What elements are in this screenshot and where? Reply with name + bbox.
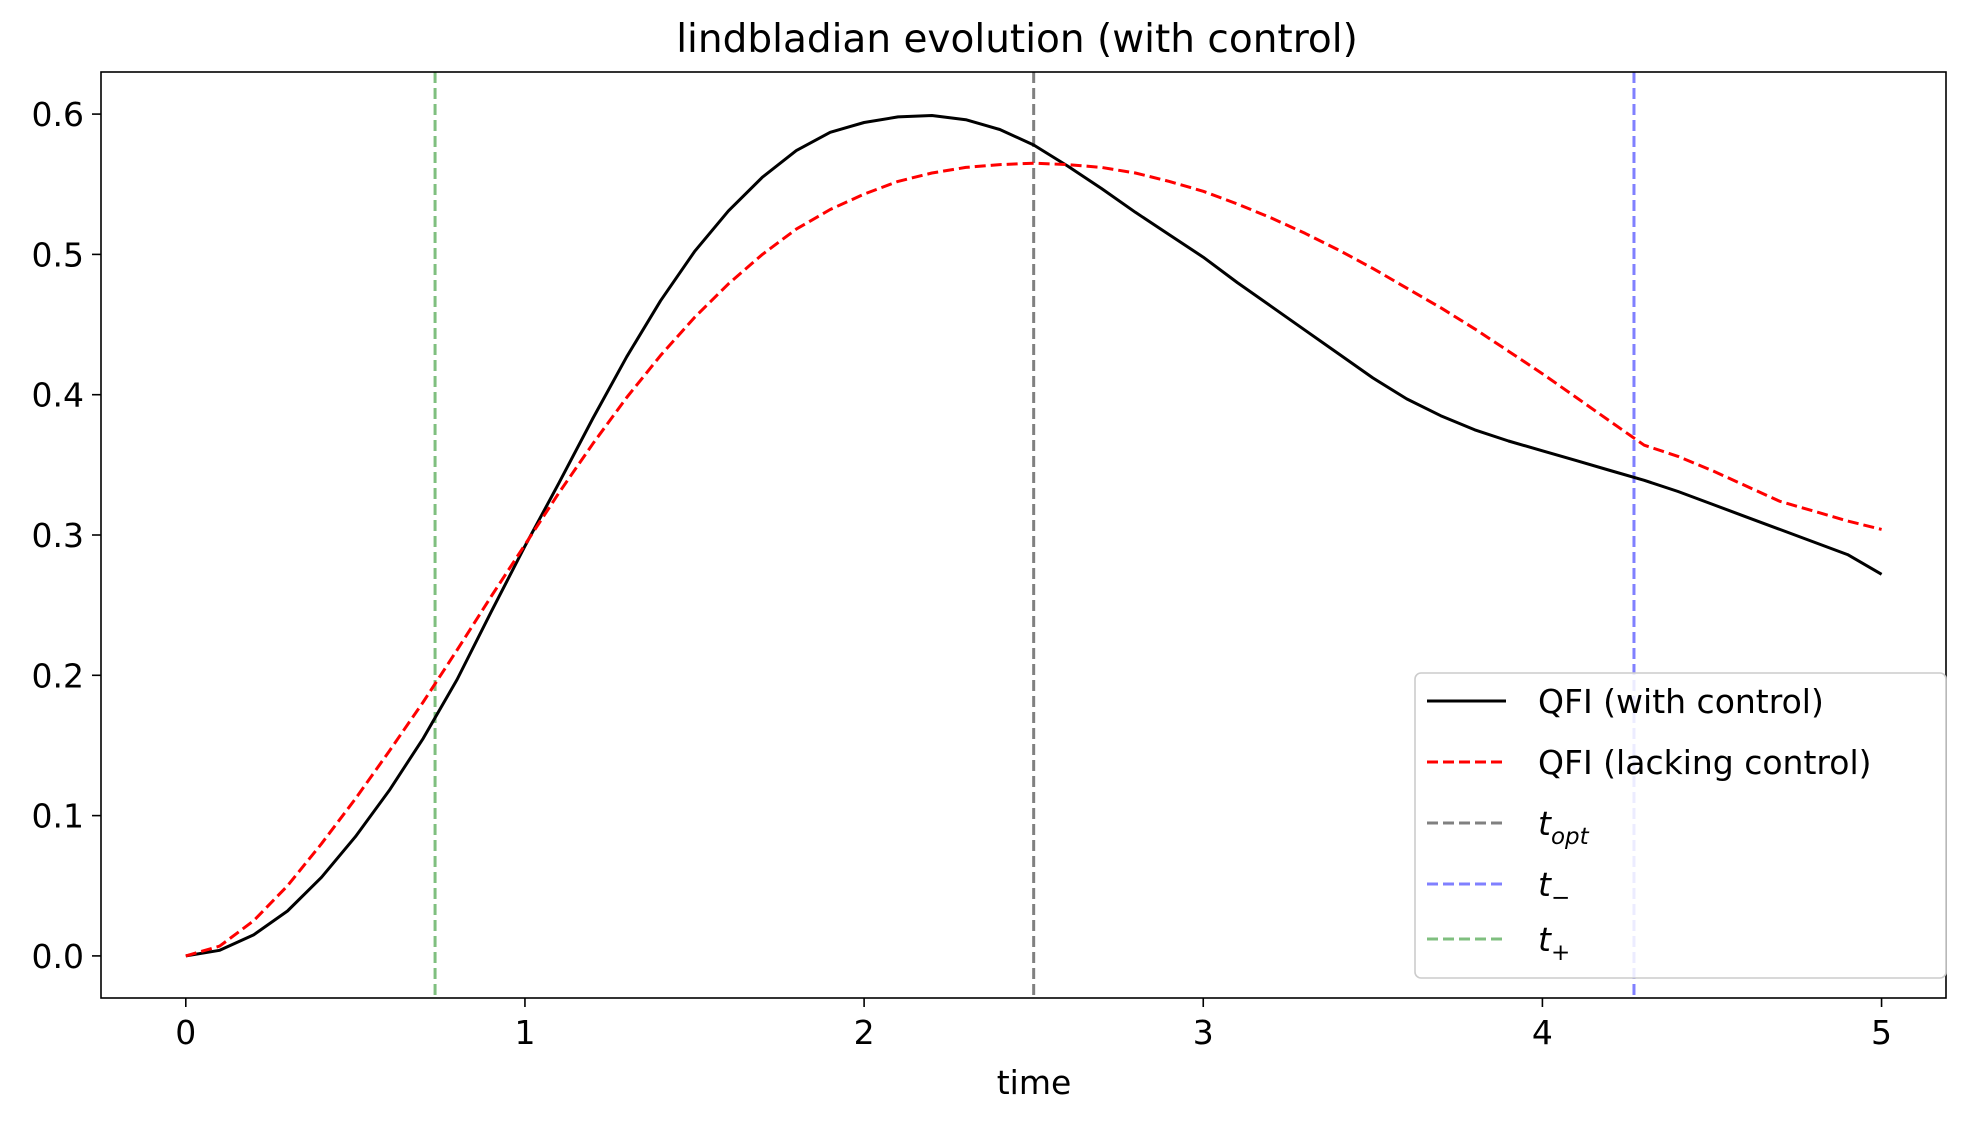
y-tick-label: 0.5: [32, 235, 84, 274]
legend-entries: QFI (with control) QFI (lacking control) t…: [1427, 682, 1871, 966]
x-tick-label: 0: [175, 1013, 196, 1052]
series-line-1: [185, 114, 1883, 958]
series-line-2: [185, 161, 1882, 958]
y-tick-label: 0.4: [32, 376, 84, 415]
legend: QFI (with control) QFI (lacking control) t…: [1414, 672, 1947, 979]
x-tick-label: 2: [854, 1013, 875, 1052]
y-tick-label: 0.1: [32, 797, 84, 836]
y-tick-label: 0.3: [32, 516, 84, 555]
y-tick-label: 0.6: [32, 95, 84, 134]
legend-label: topt: [1538, 804, 1590, 850]
x-tick-label: 4: [1532, 1013, 1553, 1052]
legend-box: [1414, 672, 1947, 979]
legend-label: t−: [1538, 865, 1570, 911]
legend-label: t+: [1538, 920, 1570, 966]
x-tick-label: 1: [514, 1013, 535, 1052]
data-lines: [185, 114, 1883, 958]
chart-title: lindbladian evolution (with control): [676, 17, 1358, 62]
y-tick-label: 0.0: [32, 937, 84, 976]
x-tick-label: 3: [1193, 1013, 1214, 1052]
y-axis: 0.0 0.1 0.2 0.3 0.4 0.5 0.6: [32, 95, 101, 976]
y-tick-label: 0.2: [32, 656, 84, 695]
x-tick-label: 5: [1871, 1013, 1892, 1052]
legend-label: QFI (lacking control): [1538, 743, 1871, 782]
x-axis: 0 1 2 3 4 5: [175, 998, 1892, 1052]
x-axis-label: time: [997, 1063, 1072, 1102]
legend-label: QFI (with control): [1538, 682, 1824, 721]
